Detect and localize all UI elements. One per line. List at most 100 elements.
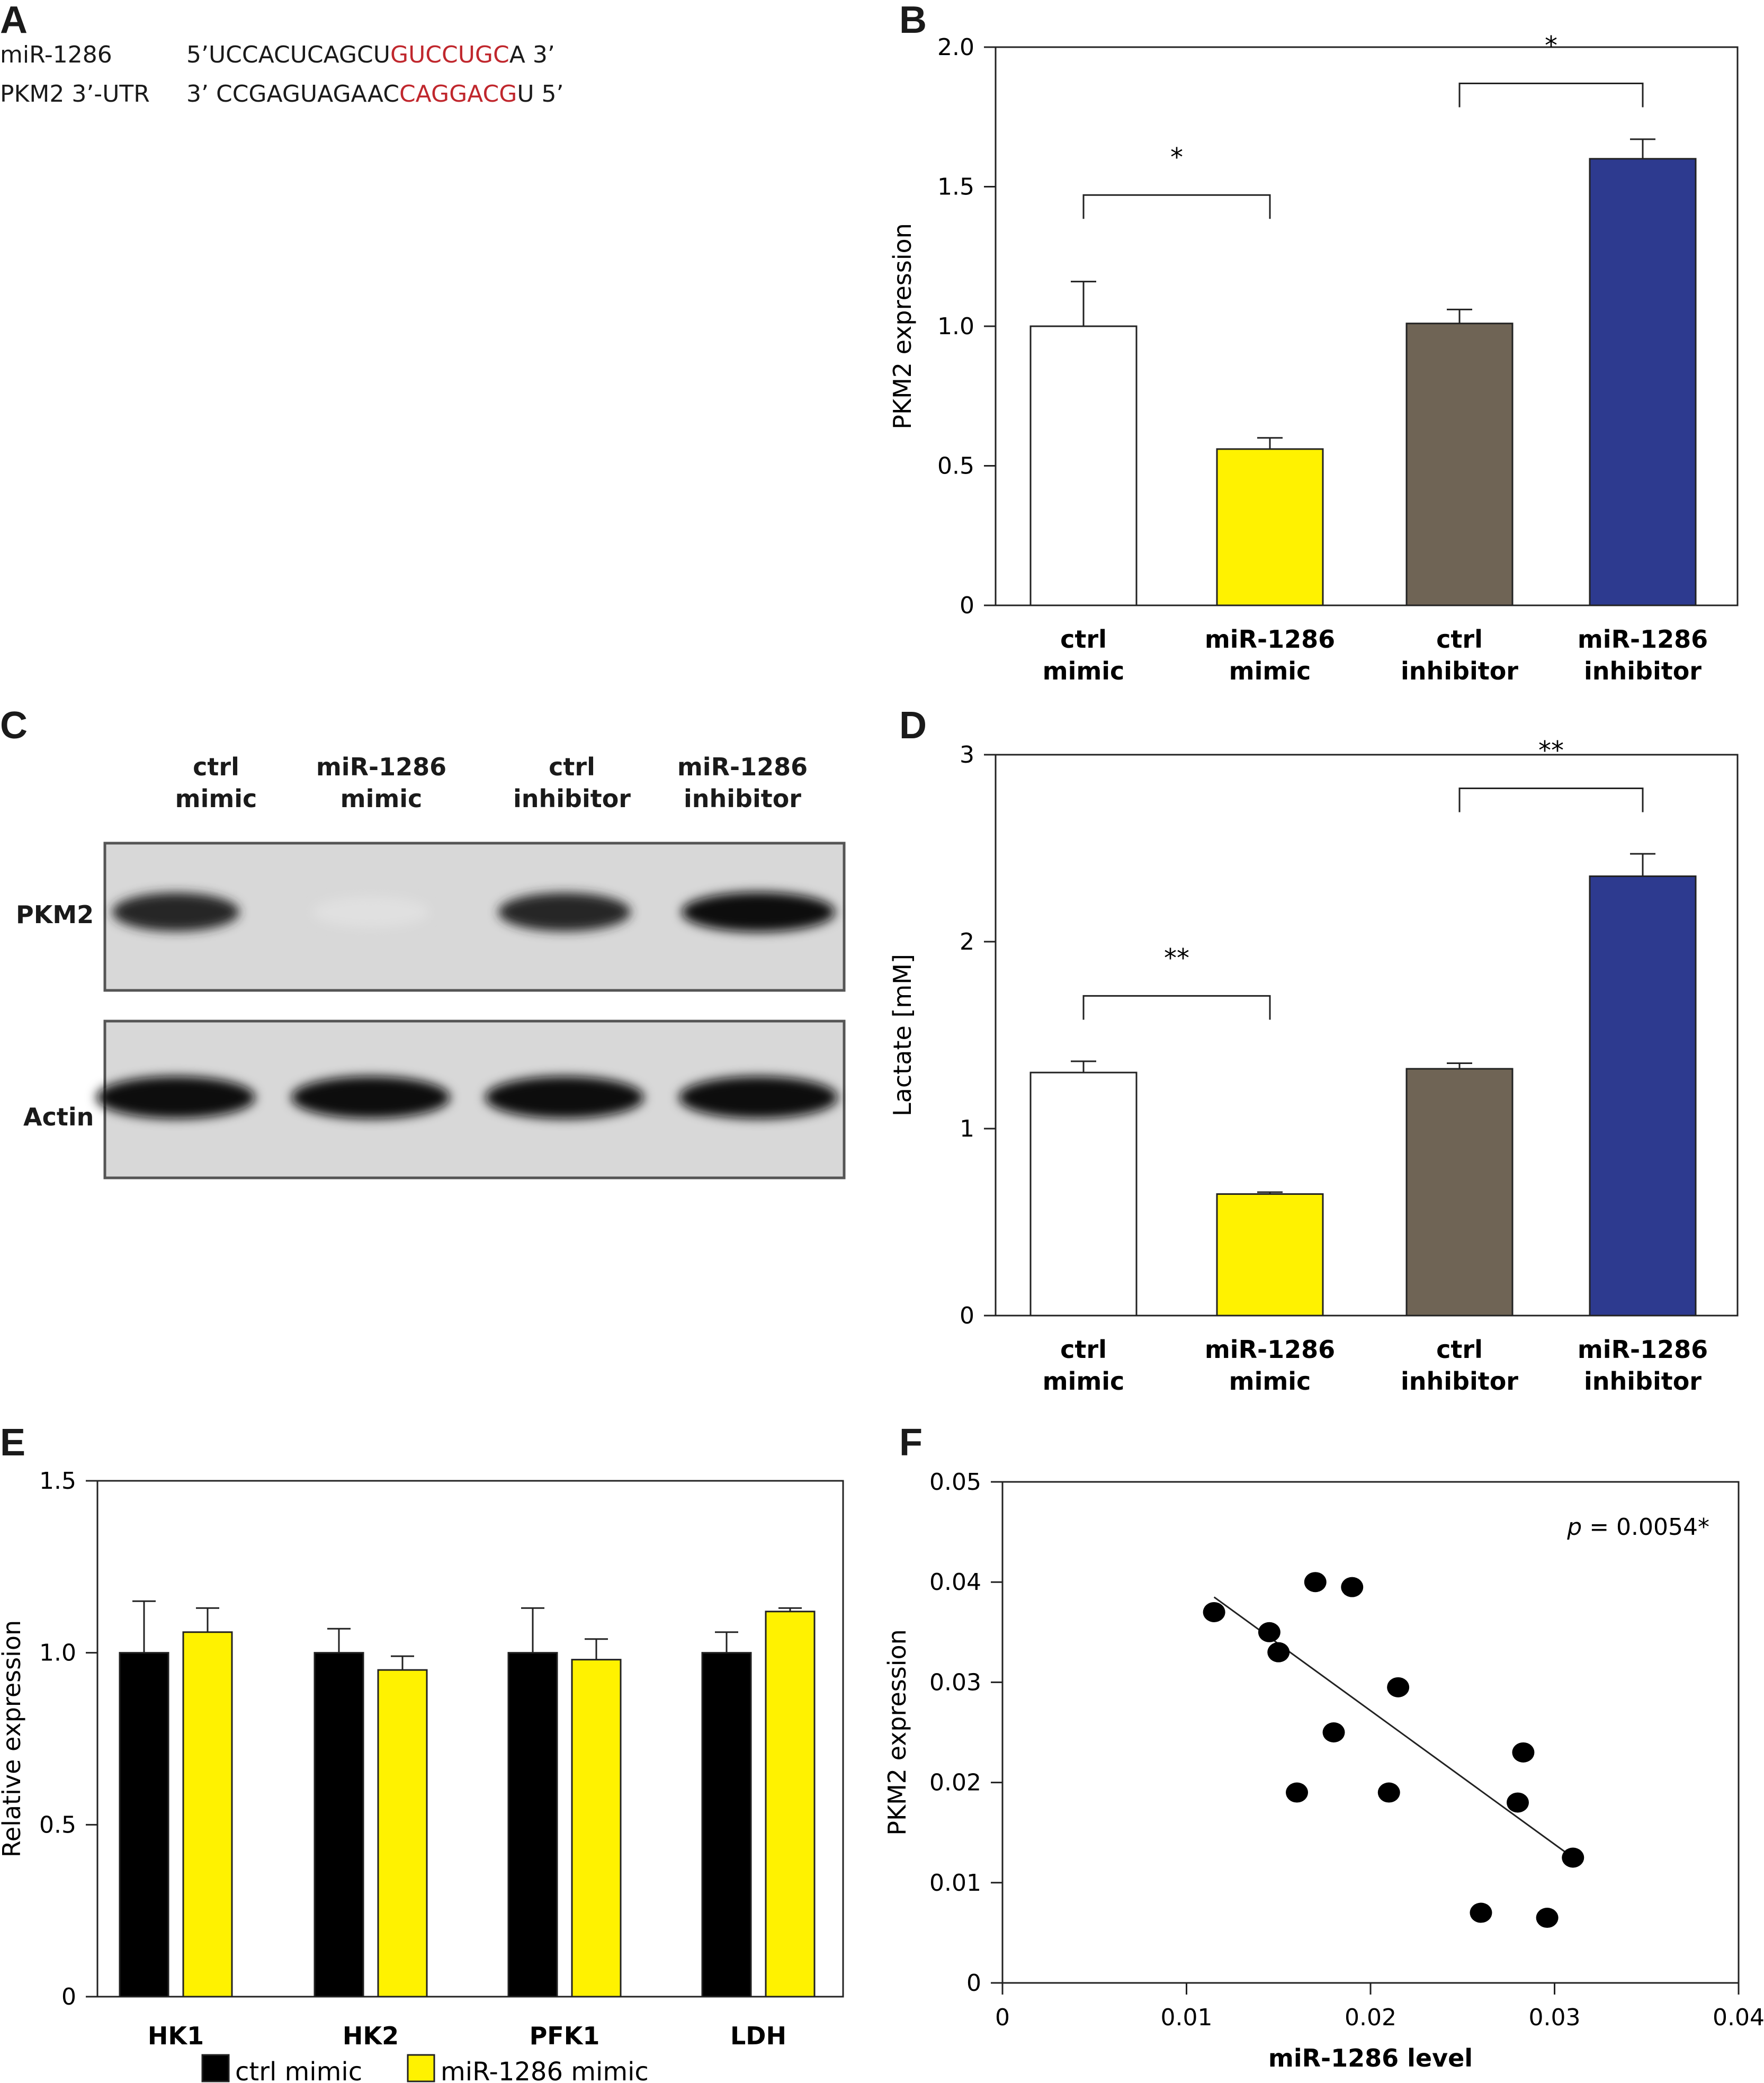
data-point [1377,1782,1400,1803]
bar [507,1652,558,1998]
bar [314,1652,364,1998]
x-tick-label: miR-1286 [1578,625,1708,654]
actin-band [291,1076,450,1119]
actin-band [679,1076,838,1119]
data-point [1322,1722,1345,1742]
significance-marker: ** [1538,736,1564,766]
panel-label-a: A [0,0,28,41]
x-tick-label: HK1 [148,2022,204,2050]
lane-header-4-line2: inhibitor [683,784,801,813]
x-tick-label: mimic [1229,657,1311,685]
blot-row-label-actin: Actin [23,1103,94,1131]
bar [701,1652,752,1998]
x-tick-label: PFK1 [530,2022,600,2050]
panel-label-b: B [899,0,927,41]
mirna-seq-pre: 5’UCCACUCAGCU [186,41,390,68]
pkm2-band [112,892,239,932]
data-point [1203,1602,1225,1622]
plot-frame [96,1480,844,1998]
panel-label-f: F [899,1422,923,1464]
significance-marker: ** [1164,943,1189,973]
data-point [1341,1577,1364,1597]
x-tick-label: 0.04 [1713,2004,1764,2031]
pkm2-band [682,892,835,932]
x-tick-label: 0.03 [1529,2004,1581,2031]
lane-header-4: miR-1286 inhibitor [663,751,822,815]
x-tick-label: inhibitor [1401,657,1518,685]
mirna-sequence: 5’UCCACUCAGCUGUCCUGCA 3’ [186,43,555,67]
data-point [1286,1782,1308,1803]
x-tick-label: 0.02 [1345,2004,1396,2031]
x-tick-label: ctrl [1436,625,1483,654]
significance-bracket [1458,83,1644,108]
data-point [1304,1572,1327,1593]
utr-sequence: 3’ CCGAGUAGAACCAGGACGU 5’ [186,83,564,106]
lane-header-2-line2: mimic [340,784,423,813]
significance-bracket [1082,194,1271,219]
bar [1029,325,1138,606]
y-tick-label: 0.02 [929,1769,981,1796]
x-tick-label: 0 [995,2004,1010,2031]
y-tick-label: 1.5 [39,1468,76,1495]
legend-label: miR-1286 mimic [441,2057,649,2083]
lane-header-2: miR-1286 mimic [302,751,461,815]
pkm2-band [498,892,631,932]
data-point [1258,1622,1281,1642]
bar [1216,448,1324,606]
x-tick-label: ctrl [1060,625,1107,654]
plot-frame [995,754,1739,1317]
x-tick-label: mimic [1043,1367,1125,1396]
significance-bracket [1082,995,1271,1020]
y-tick-label: 0.03 [929,1669,981,1696]
y-tick-label: 0.05 [929,1469,981,1496]
x-tick-label: inhibitor [1584,1367,1702,1396]
data-point [1512,1742,1535,1763]
x-tick-label: mimic [1043,657,1125,685]
bar [1216,1193,1324,1317]
panel-label-e: E [0,1422,26,1464]
data-point [1267,1642,1290,1662]
y-tick-label: 0.5 [937,453,974,480]
bar [119,1652,169,1998]
x-tick-label: LDH [730,2022,786,2050]
lane-header-1-line1: ctrl [193,753,239,781]
y-tick-label: 1 [960,1115,974,1142]
data-point [1470,1902,1492,1923]
legend-swatch [407,2054,435,2082]
x-tick-label: ctrl [1060,1335,1107,1364]
utr-name: PKM2 3’-UTR [0,81,150,108]
y-tick-label: 0.5 [39,1811,76,1838]
bar [1029,1071,1138,1317]
lane-header-2-line1: miR-1286 [316,753,447,781]
data-point [1507,1792,1529,1813]
utr-seq-pre: 3’ CCGAGUAGAAC [186,81,399,108]
bar [1405,1068,1514,1317]
lane-header-3: ctrl inhibitor [493,751,651,815]
x-tick-label: mimic [1229,1367,1311,1396]
legend-label: ctrl mimic [235,2057,362,2083]
blot-row-label-pkm2: PKM2 [16,900,94,929]
y-axis-label: Lactate [mM] [888,954,917,1116]
x-tick-label: HK2 [343,2022,399,2050]
lane-header-3-line2: inhibitor [513,784,631,813]
mirna-seq-post: A 3’ [509,41,555,68]
y-tick-label: 3 [960,741,974,768]
lane-header-4-line1: miR-1286 [677,753,808,781]
legend-swatch [201,2054,230,2082]
y-tick-label: 0 [960,592,974,619]
data-point [1536,1908,1559,1928]
x-tick-label: miR-1286 [1205,1335,1335,1364]
bar [182,1631,233,1998]
y-tick-label: 0 [966,1970,981,1997]
lane-header-1-line2: mimic [175,784,257,813]
p-value-annotation: p = 0.0054* [1566,1514,1709,1541]
pkm2-band [312,896,429,928]
y-tick-label: 1.0 [937,313,974,340]
y-tick-label: 0.01 [929,1870,981,1897]
y-tick-label: 2 [960,928,974,955]
x-tick-label: ctrl [1436,1335,1483,1364]
significance-marker: * [1170,142,1183,172]
